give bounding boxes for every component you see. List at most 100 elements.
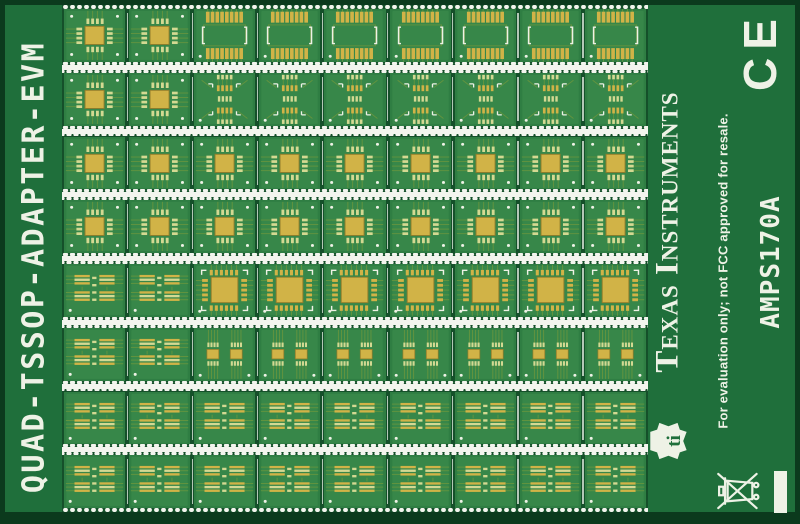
pcb-cell-fine (517, 455, 583, 508)
footprint-qfp-icon (456, 138, 514, 188)
footprint-qfnl-icon (391, 264, 449, 316)
white-bar (774, 471, 787, 513)
pcb-cell-fine (452, 391, 518, 445)
pcb-cell-qfnl (452, 264, 518, 317)
footprint-qfp-icon (456, 202, 514, 252)
panel-row (62, 391, 648, 445)
pcb-cell-qfp (582, 136, 648, 190)
footprint-qfnl-icon (586, 264, 645, 316)
footprint-fine-icon (65, 265, 124, 315)
footprint-qfp-icon (586, 202, 645, 252)
pcb-cell-soic (386, 9, 453, 62)
footprint-fine-icon (131, 393, 189, 443)
pcb-cell-qfnl (191, 264, 258, 317)
pcb-cell-fine (517, 391, 583, 445)
pcb-cell-qfp (582, 200, 648, 253)
pcb-cell-qfp (191, 200, 258, 253)
pcb-cell-fine (191, 391, 258, 445)
pcb-cell-fine (256, 455, 323, 508)
panel-separator (62, 61, 648, 73)
pcb-cell-qfp (452, 200, 518, 253)
footprint-qfp-icon (586, 138, 645, 188)
footprint-qfp-icon (131, 10, 189, 60)
footprint-fine-icon (456, 457, 514, 507)
footprint-qfp-icon (261, 138, 319, 188)
footprint-qfnl-icon (326, 264, 384, 316)
pcb-cell-sop4 (582, 72, 648, 126)
pcb-cell-qfp (62, 200, 128, 253)
footprint-fine-icon (521, 457, 579, 507)
footprint-sop4-icon (457, 74, 514, 124)
pcb-cell-soic (582, 9, 648, 62)
footprint-sopd-icon (326, 329, 384, 379)
footprint-qfp-icon (65, 74, 124, 124)
pcb-cell-sopd (256, 327, 323, 381)
panel-row (62, 9, 648, 62)
pcb-cell-soic (517, 9, 583, 62)
pcb-cell-fine (256, 391, 323, 445)
pcb-cell-fine (386, 455, 453, 508)
footprint-qfp-icon (326, 138, 384, 188)
pcb-cell-fine (582, 455, 648, 508)
footprint-fine-icon (456, 393, 514, 443)
pcb-cell-fine (62, 264, 128, 317)
pcb-cell-qfp (256, 200, 323, 253)
footprint-fine-icon (391, 393, 449, 443)
panel-edge-scallops (62, 508, 648, 512)
pcb-cell-fine (321, 391, 388, 445)
pcb-cell-qfnl (386, 264, 453, 317)
footprint-fine-icon (586, 393, 645, 443)
pcb-cell-qfp (517, 200, 583, 253)
footprint-sopd-icon (457, 329, 514, 379)
panel-separator (62, 189, 648, 201)
pcb-cell-qfp (62, 9, 128, 62)
footprint-fine-icon (131, 457, 189, 507)
footprint-qfp-icon (261, 202, 319, 252)
pcb-cell-sopd (321, 327, 388, 381)
footprint-fine-icon (131, 265, 189, 315)
pcb-cell-qfnl (256, 264, 323, 317)
footprint-soic-icon (196, 9, 253, 62)
pcb-cell-fine (126, 391, 193, 445)
pcb-cell-sop4 (386, 72, 453, 126)
footprint-sop4-icon (391, 74, 449, 124)
footprint-fine-icon (196, 393, 254, 443)
pcb-cell-qfp (126, 72, 193, 126)
pcb-cell-soic (452, 9, 518, 62)
panel-row (62, 327, 648, 381)
panel-separator (62, 316, 648, 328)
ti-logo-icon: ti (650, 422, 687, 460)
footprint-qfp-icon (131, 138, 189, 188)
footprint-qfp-icon (65, 10, 124, 60)
footprint-sop4-icon (196, 74, 253, 124)
pcb-cell-qfp (321, 200, 388, 253)
pcb-cell-qfp (256, 136, 323, 190)
footprint-qfp-icon (196, 202, 254, 252)
pcb-cell-sop4 (191, 72, 258, 126)
right-rail: CE Texas Instruments ti For evaluation o… (648, 5, 795, 513)
pcb-cell-fine (386, 391, 453, 445)
brand-wordmark: Texas Instruments (649, 91, 686, 373)
footprint-qfp-icon (326, 202, 384, 252)
ce-mark: CE (734, 11, 786, 91)
pcb-cell-fine (452, 455, 518, 508)
board-inner: QUAD-TSSOP-ADAPTER-EVM CE Texas Instrume… (5, 5, 795, 513)
footprint-qfnl-icon (521, 264, 579, 316)
footprint-sopd-icon (261, 329, 319, 379)
board-name-label: QUAD-TSSOP-ADAPTER-EVM (16, 40, 51, 494)
pcb-cell-fine (126, 327, 193, 381)
pcb-cell-qfp (517, 136, 583, 190)
pcb-cell-qfp (126, 200, 193, 253)
footprint-fine-icon (65, 329, 124, 379)
pcb-cell-sopd (191, 327, 258, 381)
pcb-cell-qfp (386, 136, 453, 190)
footprint-sopd-icon (587, 329, 644, 379)
pcb-cell-fine (321, 455, 388, 508)
svg-text:ti: ti (664, 434, 685, 446)
panel-separator (62, 125, 648, 137)
pcb-cell-sopd (582, 327, 648, 381)
panel-row (62, 136, 648, 190)
pcb-cell-soic (321, 9, 388, 62)
pcb-cell-qfnl (582, 264, 648, 317)
